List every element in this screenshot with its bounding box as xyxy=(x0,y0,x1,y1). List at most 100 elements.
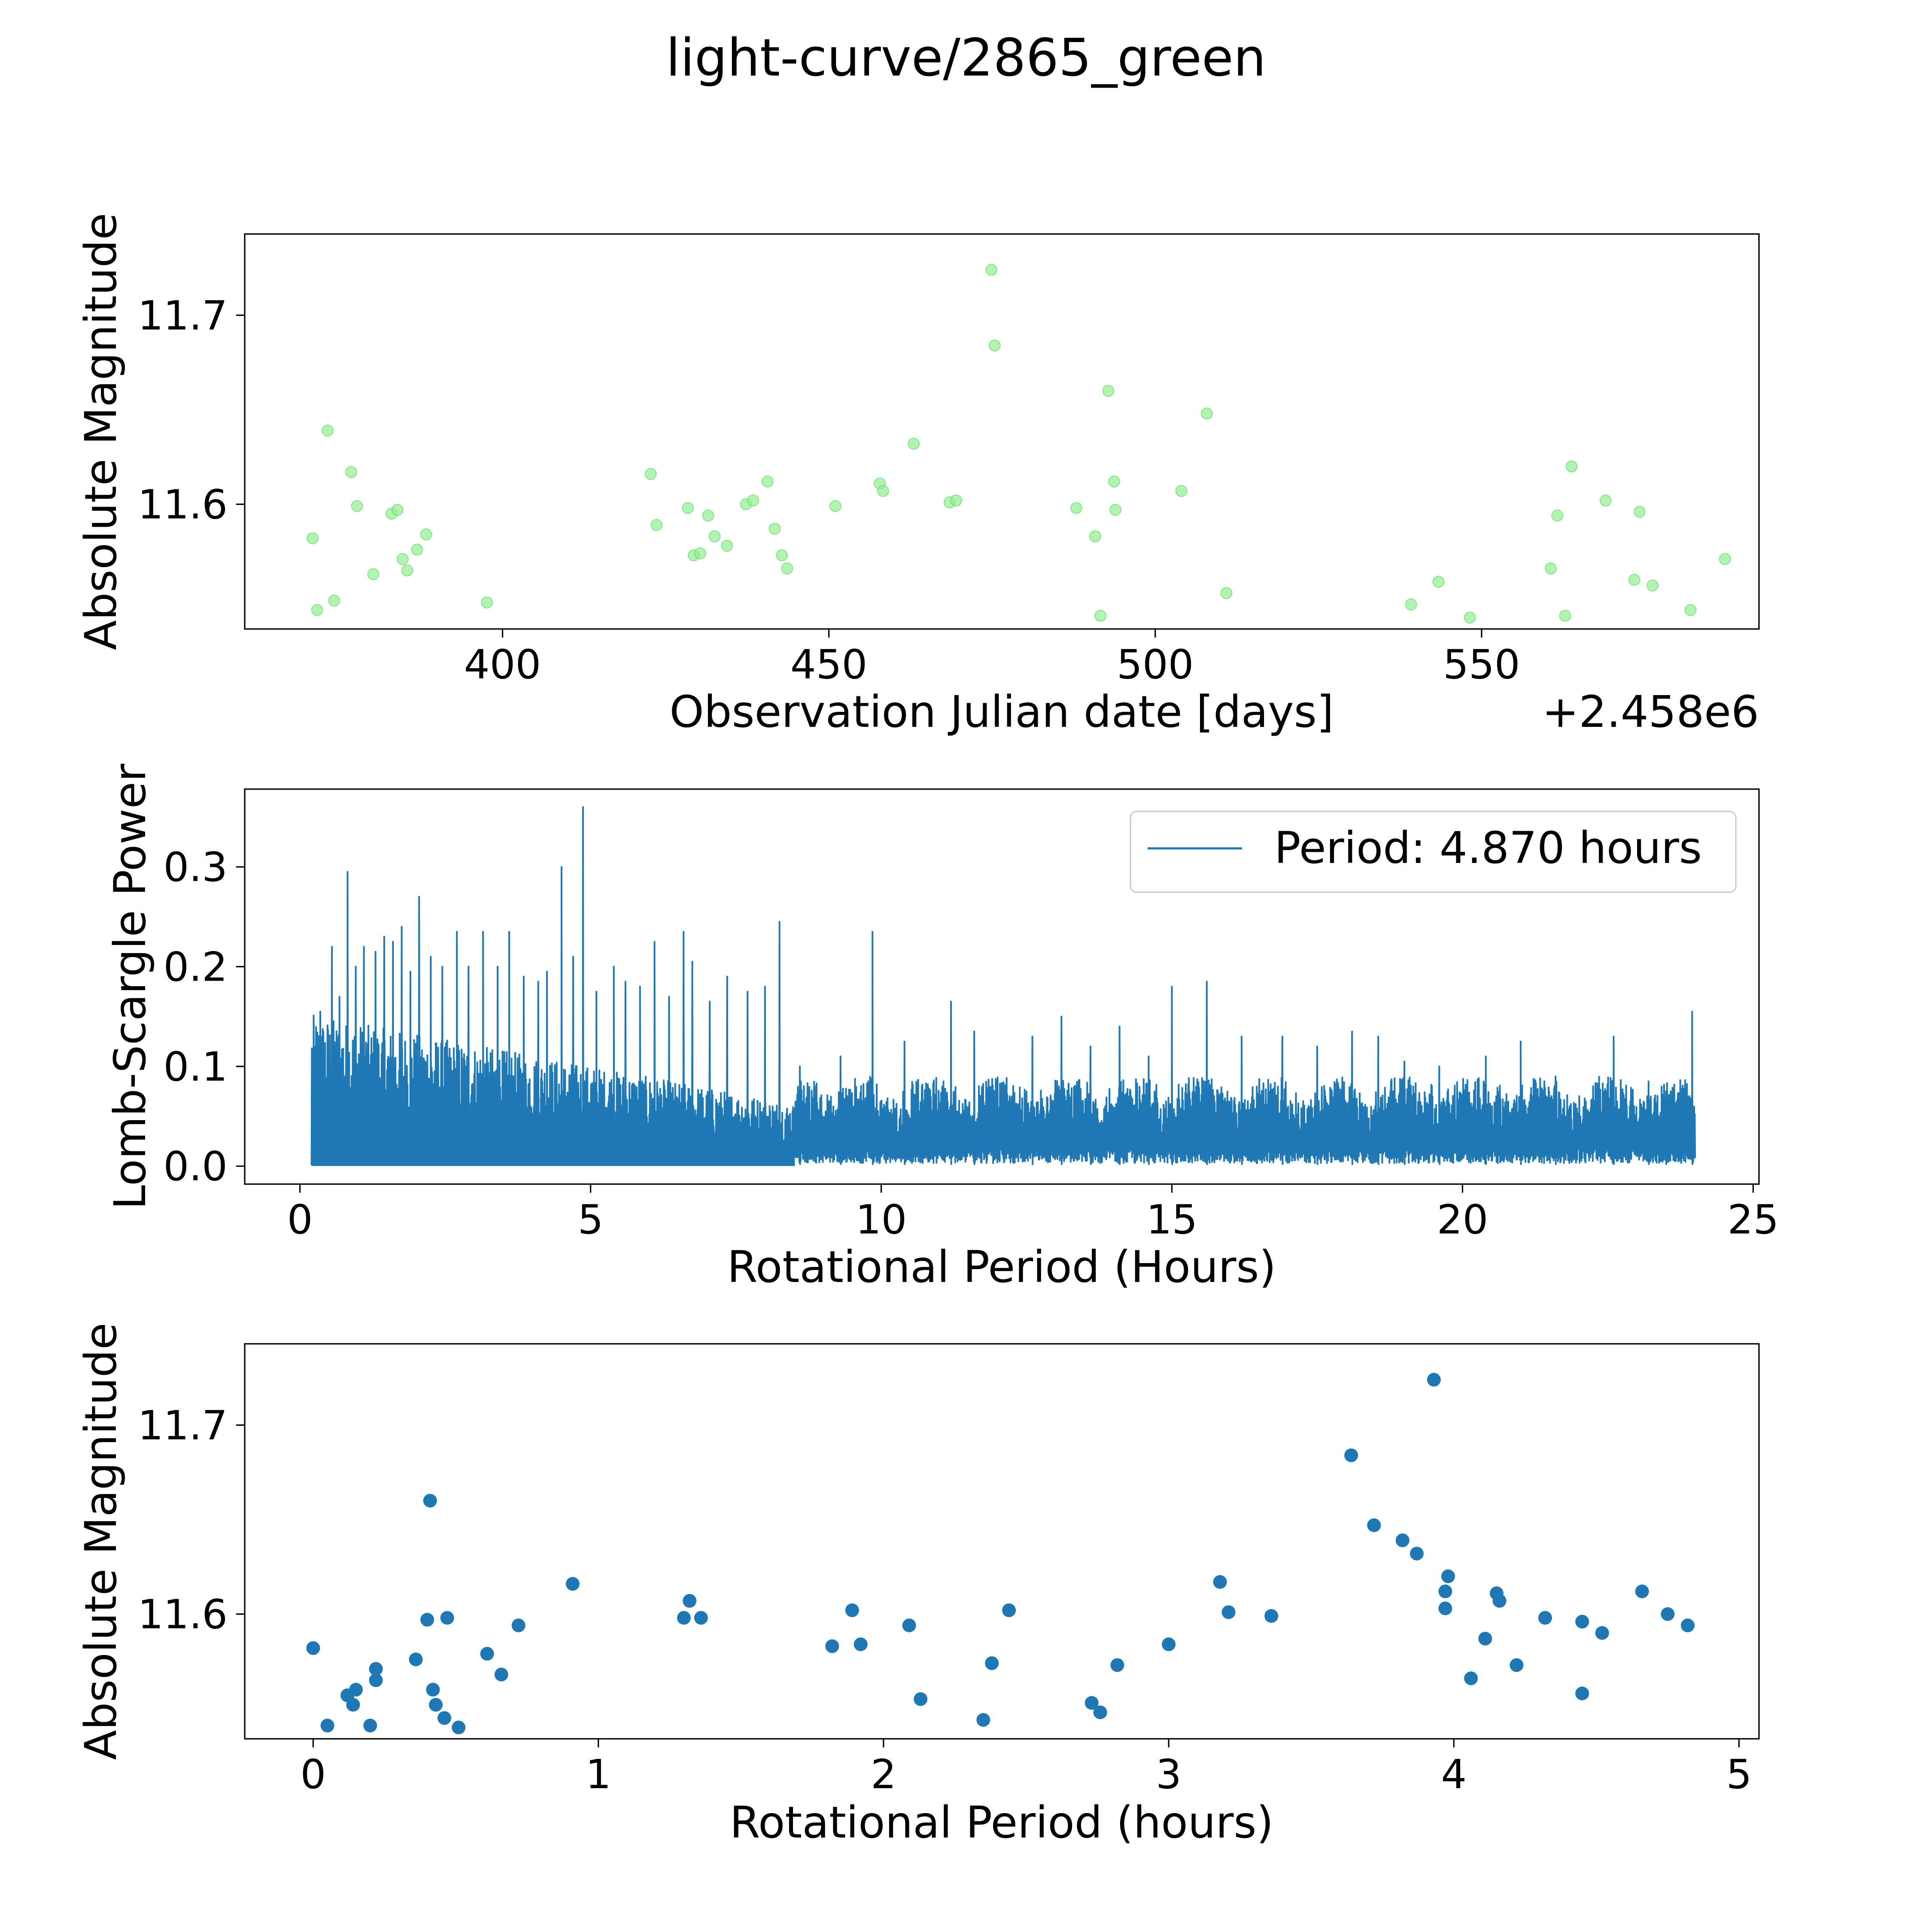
lightcurve-point xyxy=(396,553,409,565)
folded-point xyxy=(1478,1631,1492,1646)
lightcurve-point xyxy=(391,504,404,516)
lightcurve-offset-label: +2.458e6 xyxy=(1542,687,1759,738)
periodogram-line xyxy=(310,806,1696,1166)
lightcurve-y-tick-label: 11.7 xyxy=(138,292,228,339)
lightcurve-point xyxy=(1464,611,1476,624)
lightcurve-point xyxy=(1089,530,1101,543)
lightcurve-point xyxy=(650,519,663,531)
folded-point xyxy=(369,1662,383,1676)
periodogram-x-label: Rotational Period (Hours) xyxy=(727,1242,1276,1293)
folded-point xyxy=(1510,1658,1524,1672)
folded-point xyxy=(565,1577,580,1591)
folded-point xyxy=(452,1720,466,1735)
folded-point xyxy=(1464,1671,1478,1686)
periodogram-x-ticks: 0 5 10 15 20 25 xyxy=(287,1184,1779,1243)
lightcurve-point xyxy=(1551,509,1564,522)
folded-point xyxy=(1213,1575,1227,1589)
lightcurve-panel: 400 450 500 550 11.6 11.7 Observation Julian… xyxy=(76,213,1760,738)
folded-point xyxy=(1575,1615,1589,1629)
legend-box xyxy=(1130,811,1737,893)
lightcurve-point xyxy=(721,540,733,552)
lightcurve-x-tick-label: 450 xyxy=(790,641,867,688)
folded-point xyxy=(683,1594,697,1608)
periodogram-x-tick-label: 10 xyxy=(856,1197,907,1243)
lightcurve-point xyxy=(1109,504,1122,516)
folded-point xyxy=(511,1618,526,1632)
folded-y-ticks: 11.6 11.7 xyxy=(138,1402,245,1638)
folded-x-tick-label: 1 xyxy=(586,1751,611,1798)
folded-point xyxy=(902,1618,916,1632)
folded-point xyxy=(1264,1609,1279,1623)
folded-point xyxy=(1680,1618,1695,1632)
lightcurve-point xyxy=(1220,587,1233,599)
lightcurve-point xyxy=(908,437,920,450)
folded-point xyxy=(1575,1686,1589,1701)
folded-point xyxy=(426,1683,440,1697)
lightcurve-point xyxy=(682,502,694,514)
lightcurve-point xyxy=(411,544,423,556)
lightcurve-x-label: Observation Julian date [days] xyxy=(669,687,1334,738)
folded-point xyxy=(363,1719,377,1733)
lightcurve-point xyxy=(1102,385,1115,397)
folded-x-tick-label: 5 xyxy=(1726,1751,1752,1798)
lightcurve-point xyxy=(311,604,323,616)
periodogram-x-tick-label: 0 xyxy=(287,1197,313,1243)
folded-point xyxy=(914,1692,928,1706)
lightcurve-point xyxy=(351,500,363,512)
lightcurve-x-tick-label: 550 xyxy=(1443,641,1520,688)
legend: Period: 4.870 hours xyxy=(1130,811,1737,893)
folded-point xyxy=(1441,1569,1455,1583)
lightcurve-point xyxy=(1628,574,1640,586)
folded-point xyxy=(976,1713,990,1727)
lightcurve-point xyxy=(1599,494,1612,507)
folded-point xyxy=(1395,1533,1410,1547)
folded-point xyxy=(369,1673,383,1687)
lightcurve-point xyxy=(950,494,963,507)
folded-point xyxy=(437,1711,451,1725)
lightcurve-points xyxy=(307,264,1731,624)
folded-point xyxy=(306,1641,320,1655)
lightcurve-point xyxy=(1633,506,1646,518)
lightcurve-point xyxy=(1094,610,1107,622)
folded-panel: 0 1 2 3 4 5 11.6 11.7 Rotational Period (hours… xyxy=(76,1323,1760,1848)
folded-point xyxy=(1427,1373,1441,1387)
lightcurve-point xyxy=(694,547,707,559)
periodogram-x-tick-label: 15 xyxy=(1146,1197,1198,1243)
folded-point xyxy=(677,1611,691,1625)
folded-point xyxy=(1635,1584,1649,1598)
lightcurve-point xyxy=(761,475,774,488)
lightcurve-point xyxy=(747,494,759,507)
lightcurve-x-ticks: 400 450 500 550 xyxy=(464,629,1520,688)
lightcurve-point xyxy=(708,530,721,543)
folded-point xyxy=(854,1637,868,1651)
folded-point xyxy=(1093,1705,1107,1719)
lightcurve-y-ticks: 11.6 11.7 xyxy=(138,292,245,528)
folded-point xyxy=(1002,1603,1016,1617)
lightcurve-y-tick-label: 11.6 xyxy=(138,481,228,528)
periodogram-y-ticks: 0.0 0.1 0.2 0.3 xyxy=(164,844,245,1190)
folded-point xyxy=(1438,1584,1452,1598)
folded-point xyxy=(1538,1611,1552,1625)
lightcurve-point xyxy=(307,532,319,544)
lightcurve-x-tick-label: 400 xyxy=(464,641,541,688)
lightcurve-point xyxy=(1646,579,1659,592)
lightcurve-point xyxy=(1405,598,1417,611)
folded-y-tick-label: 11.7 xyxy=(138,1402,228,1449)
lightcurve-point xyxy=(644,468,657,480)
lightcurve-point xyxy=(322,424,334,437)
folded-point xyxy=(1492,1594,1507,1608)
legend-label: Period: 4.870 hours xyxy=(1274,823,1702,874)
folded-point xyxy=(349,1683,363,1697)
periodogram-y-tick-label: 0.1 xyxy=(164,1044,228,1091)
lightcurve-point xyxy=(829,500,841,512)
periodogram-y-label: Lomb-Scargle Power xyxy=(105,764,156,1210)
lightcurve-point xyxy=(481,596,493,609)
folded-point xyxy=(409,1653,423,1667)
lightcurve-point xyxy=(1200,407,1213,420)
lightcurve-y-label: Absolute Magnitude xyxy=(76,213,127,650)
lightcurve-point xyxy=(401,564,413,577)
periodogram-x-tick-label: 25 xyxy=(1728,1197,1779,1243)
folded-x-tick-label: 0 xyxy=(301,1751,326,1798)
folded-point xyxy=(423,1494,437,1508)
